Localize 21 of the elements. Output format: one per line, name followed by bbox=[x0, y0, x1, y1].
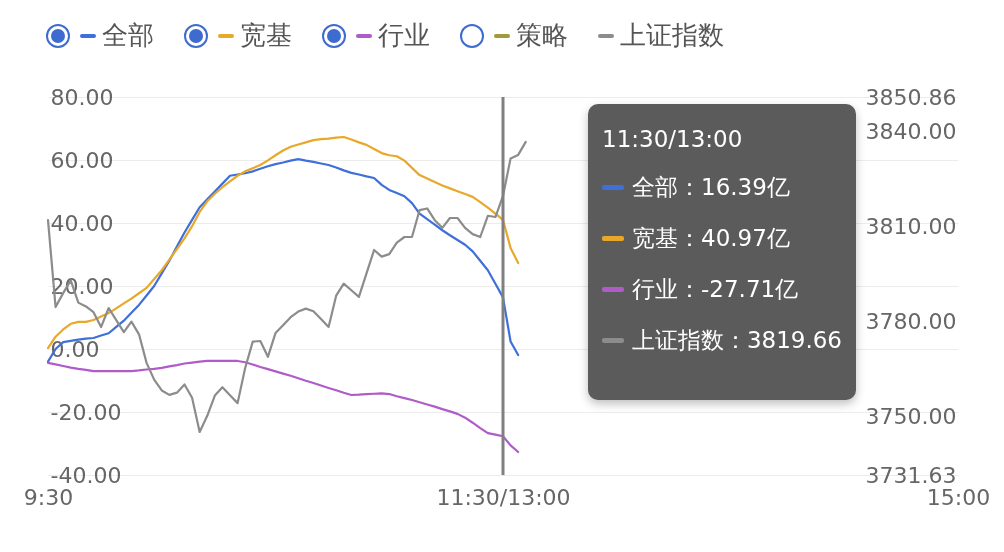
annotation: 宽基：40.97亿 bbox=[632, 224, 790, 253]
legend-label: 上证指数 bbox=[620, 19, 724, 52]
line-series bbox=[46, 359, 520, 454]
legend-label: 宽基 bbox=[240, 19, 292, 52]
x-tick-label: 11:30/13:00 bbox=[436, 484, 571, 510]
annotation: 上证指数：3819.66 bbox=[631, 326, 842, 355]
y-tick-label: 40.00 bbox=[50, 210, 114, 236]
annotation: 全部：16.39亿 bbox=[632, 173, 790, 202]
y-tick-label: 80.00 bbox=[50, 84, 114, 110]
y-tick-label: -20.00 bbox=[50, 399, 122, 425]
y2-tick-label: 3780.00 bbox=[865, 309, 957, 335]
y2-tick-label: 3810.00 bbox=[865, 214, 957, 240]
annotation: 行业：-27.71亿 bbox=[632, 275, 799, 304]
y2-tick-label: 3750.00 bbox=[865, 404, 957, 430]
legend-label: 策略 bbox=[516, 19, 568, 52]
y2-tick-label: 3850.86 bbox=[865, 84, 957, 110]
annotation: 11:30/13:00 bbox=[602, 126, 744, 152]
y2-tick-label: 3840.00 bbox=[865, 118, 957, 144]
y-tick-label: 60.00 bbox=[50, 147, 114, 173]
legend-label: 行业 bbox=[378, 19, 430, 52]
legend-label: 全部 bbox=[102, 19, 154, 52]
